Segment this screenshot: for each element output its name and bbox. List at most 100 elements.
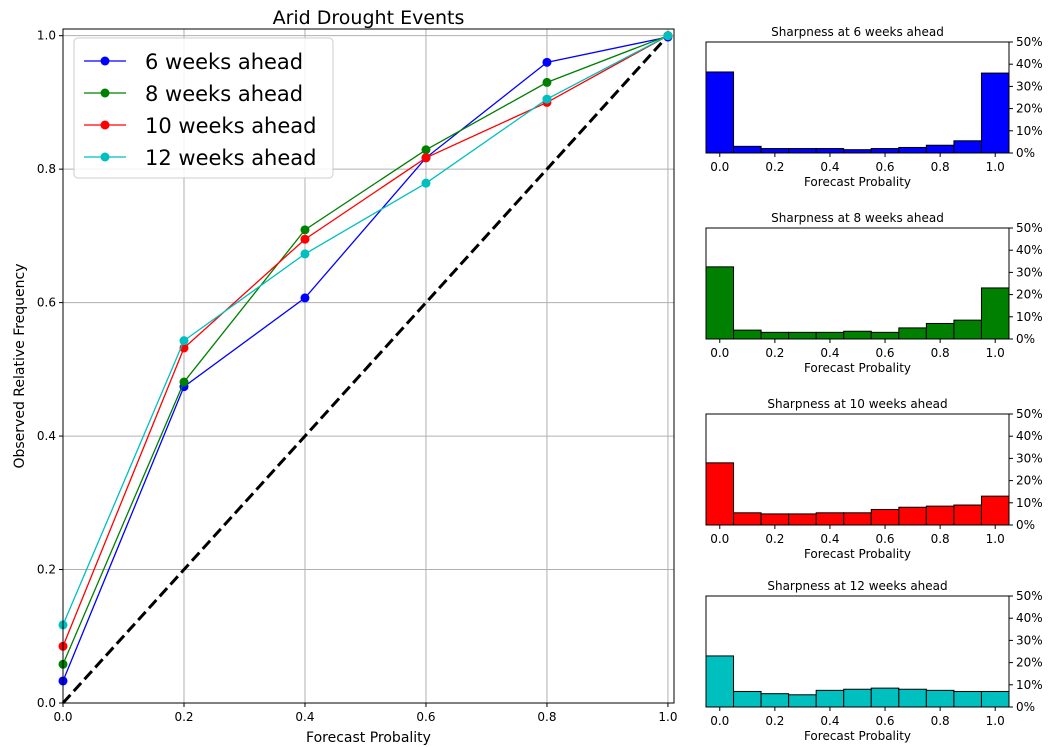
histogram-bar [898,327,927,340]
histogram-bar [980,287,1010,340]
histogram-title: Sharpness at 12 weeks ahead [767,579,947,593]
histogram-bar [843,330,872,340]
y-tick-label: 0.8 [37,162,56,176]
legend-label: 10 weeks ahead [145,114,317,138]
series-line [62,35,669,647]
histogram-bar [925,322,955,340]
histogram-bar [815,331,845,340]
series-line [62,35,669,665]
histogram-bar [925,505,955,526]
x-tick-label: 0.8 [931,714,950,728]
y-tick-label: 20% [1016,102,1043,116]
data-point [542,57,552,67]
y-tick-label: 10% [1016,124,1043,138]
data-point [542,94,552,104]
histogram-x-label: Forecast Probality [804,729,911,743]
histogram-area [706,42,1009,153]
y-tick-label: 0% [1016,518,1035,532]
data-point [300,249,310,259]
legend-marker [100,152,110,162]
y-tick-label: 10% [1016,496,1043,510]
x-tick-label: 0.4 [820,714,839,728]
data-point [421,178,431,188]
histogram-frame [705,413,1010,526]
y-tick-label: 0% [1016,332,1035,346]
y-tick-label: 30% [1016,265,1043,279]
x-tick-label: 0.8 [931,346,950,360]
sharpness-histogram-2: 0.0 0.2 0.4 0.6 0.8 1.0 0% 10% 20% 30% 40% 50% Sharp… [705,211,1043,375]
sharpness-histogram-3: 0.0 0.2 0.4 0.6 0.8 1.0 0% 10% 20% 30% 40% 50% Sharp… [705,397,1043,561]
x-tick-label: 0.8 [931,160,950,174]
series-4 [58,31,673,630]
x-tick-label: 0.2 [765,532,784,546]
x-tick-label: 0.0 [710,714,729,728]
legend-item: 6 weeks ahead [84,50,303,74]
x-tick-label: 0.6 [875,160,894,174]
x-tick-label: 1.0 [986,714,1005,728]
x-tick-label: 0.2 [765,160,784,174]
x-tick-label: 0.0 [710,160,729,174]
histogram-bar [733,512,762,526]
histogram-bar [925,689,955,708]
histogram-title: Sharpness at 8 weeks ahead [771,211,944,225]
histogram-bar [733,329,762,340]
data-point [542,77,552,87]
legend-label: 8 weeks ahead [145,82,303,106]
x-tick-label: 0.6 [416,710,435,724]
y-tick-label: 10% [1016,678,1043,692]
reliability-diagram: 0.0 0.2 0.4 0.6 0.8 1.0 0.0 0.2 0.4 0.6 0.8 1.0 Arid… [12,7,677,746]
histogram-bar [788,513,817,526]
histogram-bar [815,689,845,708]
x-tick-label: 0.2 [174,710,193,724]
histogram-bar [705,71,735,154]
x-tick-label: 0.4 [820,532,839,546]
histogram-bar [870,687,900,708]
data-point [663,31,673,41]
histogram-bar [953,690,982,708]
histogram-bar [815,148,845,154]
histogram-bar [980,495,1010,526]
histogram-bar [953,319,982,340]
histogram-bar [898,506,927,526]
x-tick-label: 1.0 [986,532,1005,546]
data-point [421,145,431,155]
sharpness-histogram-4: 0.0 0.2 0.4 0.6 0.8 1.0 0% 10% 20% 30% 40% 50% Sharp… [705,579,1043,743]
histogram-bar [898,146,927,154]
legend-marker [100,56,110,66]
histogram-bar [925,144,955,154]
histogram-bar [870,148,900,154]
histogram-frame [705,595,1010,708]
x-axis-label: Forecast Probality [306,730,431,746]
histogram-bar [760,513,790,526]
x-tick-label: 1.0 [986,346,1005,360]
histogram-bar [760,693,790,708]
histogram-bar [760,331,790,340]
y-tick-label: 50% [1016,589,1043,603]
histogram-bar [815,512,845,526]
sharpness-histogram-1: 0.0 0.2 0.4 0.6 0.8 1.0 0% 10% 20% 30% 40% 50% Sharp… [705,25,1043,189]
legend-item: 10 weeks ahead [84,114,317,138]
x-tick-label: 0.4 [295,710,314,724]
x-tick-label: 0.4 [820,346,839,360]
histogram-bar [843,512,872,526]
x-tick-label: 1.0 [658,710,677,724]
y-tick-label: 0% [1016,146,1035,160]
data-point [421,153,431,163]
y-tick-label: 30% [1016,451,1043,465]
y-tick-label: 20% [1016,288,1043,302]
x-tick-label: 0.6 [875,346,894,360]
data-point [179,377,189,387]
x-tick-label: 1.0 [986,160,1005,174]
histogram-bar [705,655,735,708]
y-tick-label: 0.4 [37,429,56,443]
chart-title: Arid Drought Events [273,7,465,29]
x-tick-label: 0.8 [931,532,950,546]
legend-label: 12 weeks ahead [145,146,317,170]
legend-label: 6 weeks ahead [145,50,303,74]
y-tick-label: 0.0 [37,696,56,710]
y-tick-label: 0.6 [37,296,56,310]
y-tick-label: 20% [1016,656,1043,670]
x-tick-label: 0.0 [710,346,729,360]
histogram-bar [733,145,762,154]
